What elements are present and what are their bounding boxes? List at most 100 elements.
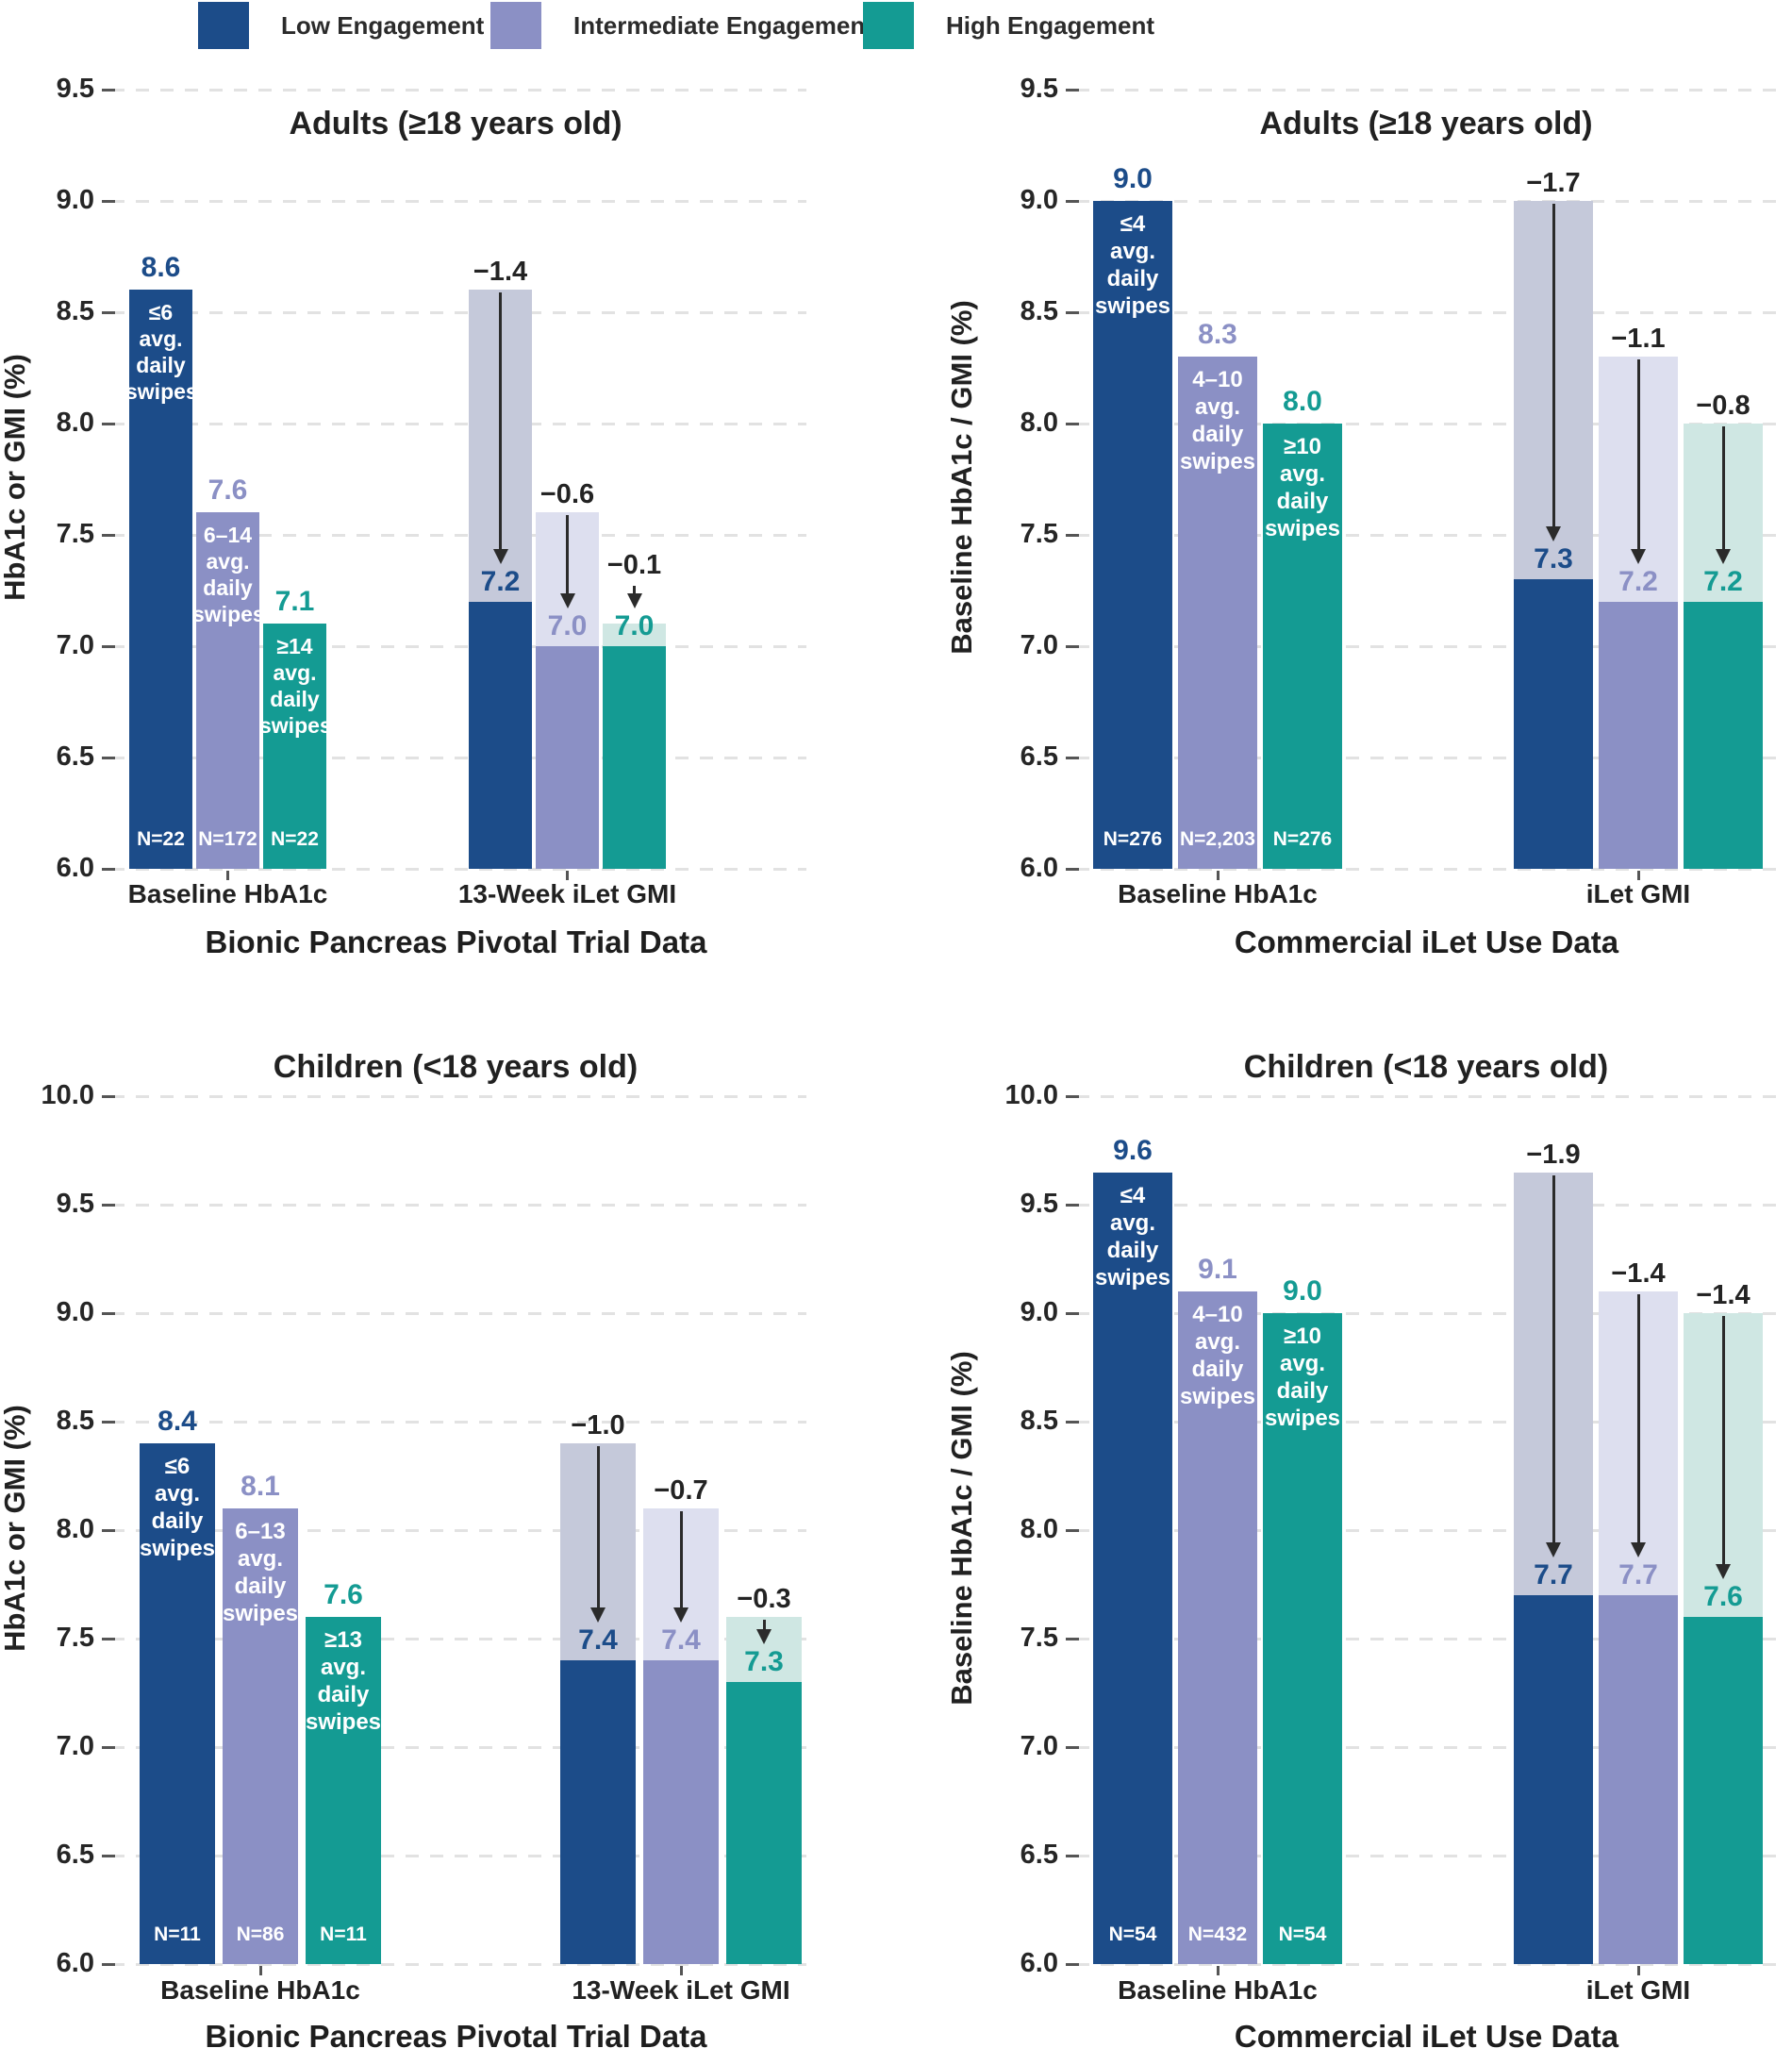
change-arrow-head [1716, 1564, 1731, 1579]
x-category-label: iLet GMI [1585, 1975, 1691, 2005]
delta-label: −1.4 [1611, 1258, 1666, 1289]
x-category-label: iLet GMI [1585, 879, 1691, 908]
gridline-6.5 [1076, 757, 1783, 759]
y-tick-mark [1066, 1963, 1079, 1966]
y-tick-mark [1066, 868, 1079, 871]
bar-intermediate-change-final [1599, 1595, 1678, 1964]
gridline-6.0 [111, 1963, 806, 1966]
bar-high-change-range [603, 624, 666, 646]
y-tick-mark [1066, 89, 1079, 92]
y-tick-mark [102, 1421, 115, 1424]
bar-high-baseline [306, 1617, 381, 1964]
y-tick-label: 7.5 [56, 1623, 94, 1653]
bar-inner-label: ≥13 avg. daily swipes [305, 1627, 382, 1735]
change-arrow-line [1551, 1174, 1555, 1542]
bar-value-label: 9.0 [1283, 1275, 1322, 1307]
change-arrow-head [1546, 526, 1561, 542]
gridline-10.0 [111, 1095, 806, 1098]
y-tick-mark [102, 311, 115, 314]
y-tick-mark [102, 1963, 115, 1966]
bar-n-label: N=11 [154, 1923, 201, 1945]
bar-value-label: 7.0 [614, 610, 655, 641]
y-tick-mark [1066, 1421, 1079, 1424]
gridline-6.5 [111, 757, 806, 759]
x-tick-mark [566, 871, 569, 880]
change-arrow-line [1721, 1316, 1725, 1564]
bar-intermediate-change-final [643, 1660, 719, 1964]
gridline-8.0 [111, 423, 806, 425]
y-tick-mark [102, 1855, 115, 1857]
y-tick-label: 6.5 [56, 741, 94, 772]
bar-high-change-final [1684, 601, 1763, 869]
y-tick-mark [1066, 1746, 1079, 1749]
gridline-6.5 [1076, 1855, 1783, 1857]
y-tick-mark [102, 423, 115, 425]
bar-value-label: 7.1 [274, 586, 315, 618]
bar-n-label: N=22 [137, 828, 185, 850]
change-arrow-line [762, 1620, 766, 1629]
change-arrow-line [566, 515, 569, 593]
y-tick-label: 7.0 [1020, 1731, 1058, 1761]
y-tick-label: 9.5 [1020, 1189, 1058, 1219]
y-tick-label: 7.5 [56, 519, 94, 549]
bar-inner-label: 4–10 avg. daily swipes [1179, 1302, 1256, 1409]
gridline-7.0 [111, 645, 806, 648]
change-arrow-head [673, 1607, 689, 1623]
delta-label: −0.6 [539, 479, 595, 510]
gridline-8.5 [111, 311, 806, 314]
x-tick-mark [1216, 871, 1220, 880]
bar-inner-label: ≤6 avg. daily swipes [139, 1454, 216, 1561]
change-arrow-line [1636, 359, 1640, 549]
y-tick-label: 8.5 [56, 1406, 94, 1436]
legend-swatch-high [863, 2, 914, 49]
bar-value-label: 8.0 [1283, 386, 1322, 417]
change-arrow-head [756, 1629, 772, 1644]
gridline-8.0 [1076, 423, 1783, 425]
y-tick-label: 9.0 [1020, 1297, 1058, 1327]
y-tick-label: 8.5 [1020, 1406, 1058, 1436]
change-arrow-head [590, 1607, 606, 1623]
y-tick-label: 8.5 [56, 296, 94, 326]
bar-n-label: N=54 [1108, 1923, 1157, 1945]
y-tick-mark [102, 534, 115, 537]
panel-footer: Commercial iLet Use Data [1234, 2019, 1619, 2054]
y-tick-label: 7.0 [56, 1731, 94, 1761]
y-tick-mark [1066, 1638, 1079, 1640]
bar-intermediate-baseline [1178, 357, 1257, 869]
bar-high-change-final [726, 1682, 802, 1964]
bar-intermediate-baseline [196, 512, 259, 869]
change-arrow-line [1721, 426, 1725, 549]
y-tick-label: 7.0 [1020, 630, 1058, 660]
bar-value-label: 7.6 [324, 1579, 363, 1610]
panel-title: Adults (≥18 years old) [1259, 106, 1593, 142]
change-arrow-head [1631, 548, 1646, 564]
y-tick-label: 6.5 [1020, 741, 1058, 772]
bar-inner-label: 4–10 avg. daily swipes [1179, 367, 1256, 475]
bar-inner-label: ≤4 avg. daily swipes [1094, 211, 1171, 319]
y-tick-mark [1066, 1529, 1079, 1532]
gridline-6.0 [1076, 868, 1783, 871]
bar-low-change-final [1514, 579, 1593, 869]
y-tick-mark [1066, 1312, 1079, 1315]
delta-label: −0.8 [1696, 391, 1751, 421]
y-tick-label: 8.0 [56, 408, 94, 438]
bar-low-change-final [469, 601, 532, 869]
x-tick-mark [1636, 871, 1640, 880]
gridline-7.5 [111, 1638, 806, 1640]
bar-value-label: 7.4 [661, 1624, 701, 1656]
delta-label: −1.0 [571, 1410, 625, 1441]
change-arrow-line [633, 586, 636, 593]
y-tick-mark [1066, 423, 1079, 425]
y-tick-label: 9.0 [56, 185, 94, 215]
change-arrow-line [499, 292, 502, 549]
y-tick-label: 6.0 [56, 1948, 94, 1978]
y-tick-mark [1066, 645, 1079, 648]
y-tick-mark [1066, 311, 1079, 314]
y-tick-mark [102, 1746, 115, 1749]
panel-title: Children (<18 years old) [1243, 1049, 1609, 1085]
y-tick-label: 10.0 [1004, 1080, 1058, 1110]
y-tick-label: 9.5 [1020, 74, 1058, 104]
y-tick-mark [102, 868, 115, 871]
delta-label: −0.3 [737, 1584, 791, 1614]
legend-label-intermediate: Intermediate Engagement [573, 11, 873, 40]
